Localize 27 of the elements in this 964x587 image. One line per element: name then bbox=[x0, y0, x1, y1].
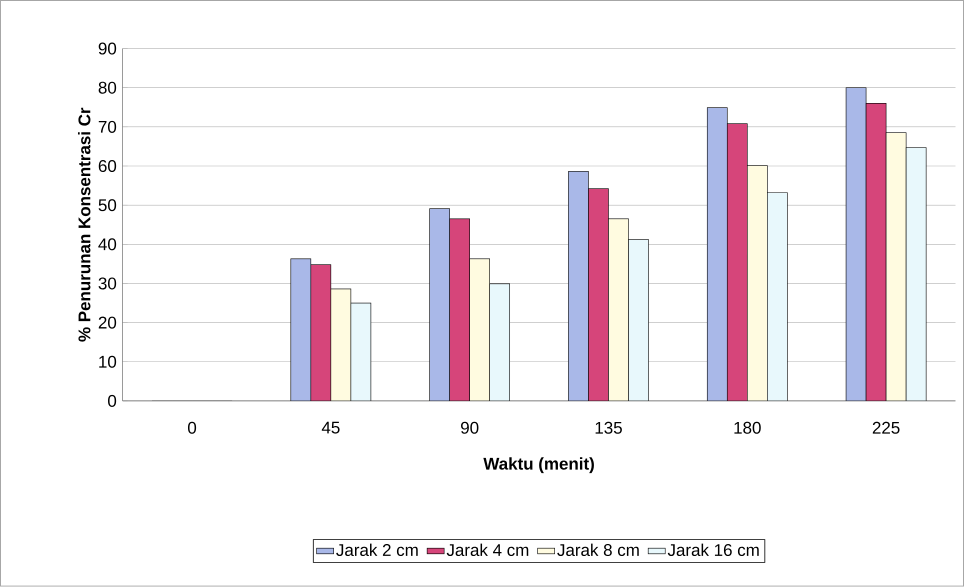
bar bbox=[450, 219, 470, 402]
y-tick-label: 0 bbox=[108, 395, 116, 408]
x-tick-label: 135 bbox=[596, 422, 622, 434]
bar bbox=[866, 103, 886, 402]
x-tick-label: 45 bbox=[322, 422, 340, 434]
x-tick-label: 180 bbox=[734, 422, 761, 434]
legend-label: Jarak 8 cm bbox=[557, 544, 639, 556]
x-axis-title: Waktu (menit) bbox=[483, 457, 594, 474]
y-tick-label: 60 bbox=[98, 160, 116, 172]
y-tick-label: 10 bbox=[99, 356, 116, 368]
legend-label: Jarak 16 cm bbox=[668, 544, 759, 556]
bar bbox=[310, 264, 331, 402]
x-tick-label: 0 bbox=[188, 422, 196, 434]
bar bbox=[588, 188, 608, 402]
y-tick-label: 90 bbox=[98, 42, 116, 55]
legend-label: Jarak 4 cm bbox=[446, 544, 528, 556]
y-tick-label: 20 bbox=[98, 316, 116, 329]
x-tick-label: 90 bbox=[461, 422, 478, 434]
y-tick-label: 70 bbox=[98, 121, 116, 134]
legend-label: Jarak 2 cm bbox=[336, 544, 418, 556]
y-tick-label: 80 bbox=[98, 82, 116, 94]
y-tick-label: 50 bbox=[98, 199, 116, 212]
x-tick-label: 225 bbox=[872, 422, 900, 434]
y-tick-label: 30 bbox=[98, 278, 116, 290]
y-axis-title: % Penurunan Konsentrasi Cr bbox=[78, 108, 90, 342]
y-tick-label: 40 bbox=[98, 238, 116, 251]
bar bbox=[727, 124, 748, 402]
